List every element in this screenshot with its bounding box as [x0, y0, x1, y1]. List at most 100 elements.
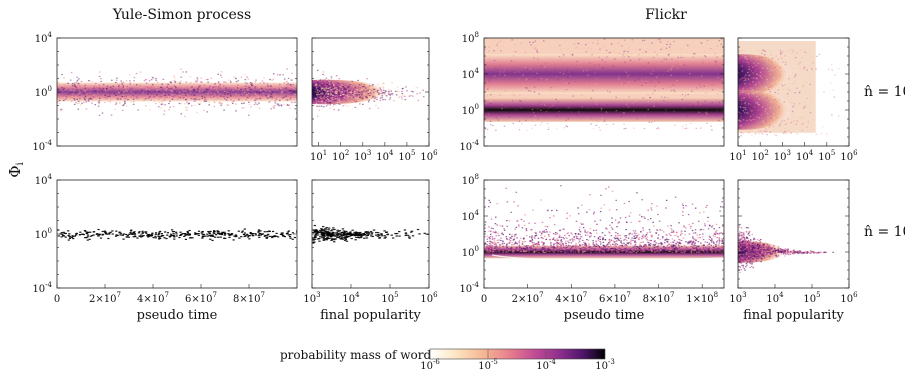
density-cell — [125, 89, 128, 91]
density-cell — [330, 89, 332, 91]
density-cell — [174, 85, 176, 88]
density-cell — [784, 128, 786, 130]
density-cell — [422, 89, 424, 91]
density-cell — [784, 130, 786, 132]
density-cell — [617, 251, 620, 253]
density-cell — [772, 76, 775, 78]
density-cell — [79, 90, 81, 93]
density-cell — [658, 251, 661, 253]
density-cell — [645, 76, 648, 78]
density-cell — [106, 85, 109, 87]
density-cell — [317, 97, 320, 99]
density-cell — [526, 68, 528, 70]
density-cell — [576, 245, 578, 247]
density-cell — [350, 89, 353, 92]
density-cell — [812, 62, 814, 64]
density-cell — [524, 52, 527, 54]
density-cell — [542, 251, 544, 253]
density-cell — [237, 95, 240, 97]
density-cell — [559, 247, 562, 249]
density-cell — [60, 108, 63, 110]
density-cell — [77, 93, 79, 95]
density-cell — [320, 97, 322, 100]
density-cell — [677, 236, 680, 238]
density-cell — [205, 88, 208, 90]
density-cell — [635, 232, 638, 234]
density-cell — [493, 59, 496, 62]
tick-label: 105 — [381, 291, 398, 305]
density-cell — [353, 92, 356, 95]
density-cell — [800, 123, 802, 125]
density-cell — [607, 246, 610, 248]
density-cell — [98, 97, 100, 100]
density-cell — [612, 243, 614, 245]
density-cell — [101, 91, 104, 93]
density-cell — [533, 76, 536, 79]
density-cell — [669, 67, 671, 69]
density-cell — [118, 231, 121, 233]
density-cell — [77, 108, 80, 110]
density-cell — [61, 235, 65, 237]
density-cell — [558, 248, 561, 250]
density-cell — [621, 251, 624, 253]
density-cell — [751, 54, 753, 56]
density-cell — [541, 250, 543, 252]
density-cell — [490, 241, 492, 243]
density-cell — [492, 231, 495, 233]
density-cell — [350, 233, 353, 235]
density-cell — [791, 82, 794, 84]
density-cell — [763, 94, 766, 97]
density-cell — [640, 59, 642, 61]
density-cell — [371, 86, 374, 88]
density-cell — [603, 246, 605, 248]
density-cell — [329, 92, 331, 94]
density-cell — [363, 87, 366, 90]
density-cell — [351, 91, 354, 93]
density-cell — [570, 242, 573, 244]
density-cell — [333, 108, 336, 111]
density-cell — [790, 123, 793, 125]
density-cell — [705, 251, 708, 253]
density-cell — [740, 57, 742, 60]
density-cell — [568, 251, 570, 253]
density-cell — [697, 246, 699, 248]
density-cell — [692, 245, 694, 247]
density-cell — [763, 90, 766, 92]
density-cell — [665, 207, 667, 209]
density-cell — [232, 89, 234, 92]
density-cell — [630, 221, 632, 224]
density-cell — [340, 87, 342, 89]
density-cell — [700, 75, 703, 77]
density-cell — [541, 221, 544, 223]
density-cell — [85, 108, 88, 110]
density-cell — [324, 95, 327, 97]
density-cell — [743, 103, 746, 105]
density-cell — [642, 229, 645, 231]
density-cell — [570, 250, 572, 252]
density-cell — [235, 93, 237, 95]
density-cell — [551, 209, 553, 212]
density-cell — [617, 250, 620, 252]
density-cell — [353, 81, 356, 84]
density-cell — [553, 251, 555, 253]
density-cell — [535, 234, 538, 236]
density-cell — [570, 232, 572, 234]
density-cell — [699, 117, 701, 119]
density-cell — [190, 91, 192, 93]
density-cell — [634, 234, 637, 236]
density-cell — [526, 246, 528, 249]
density-cell — [324, 79, 326, 81]
density-cell — [595, 124, 598, 126]
density-cell — [275, 232, 278, 235]
density-cell — [609, 245, 612, 247]
density-cell — [331, 98, 334, 101]
density-cell — [274, 99, 277, 102]
density-cell — [744, 107, 746, 109]
density-cell — [348, 91, 350, 93]
density-cell — [119, 232, 123, 234]
density-cell — [408, 237, 411, 239]
density-cell — [548, 234, 550, 236]
density-cell — [206, 88, 209, 91]
density-cell — [751, 109, 754, 112]
density-cell — [350, 98, 352, 101]
